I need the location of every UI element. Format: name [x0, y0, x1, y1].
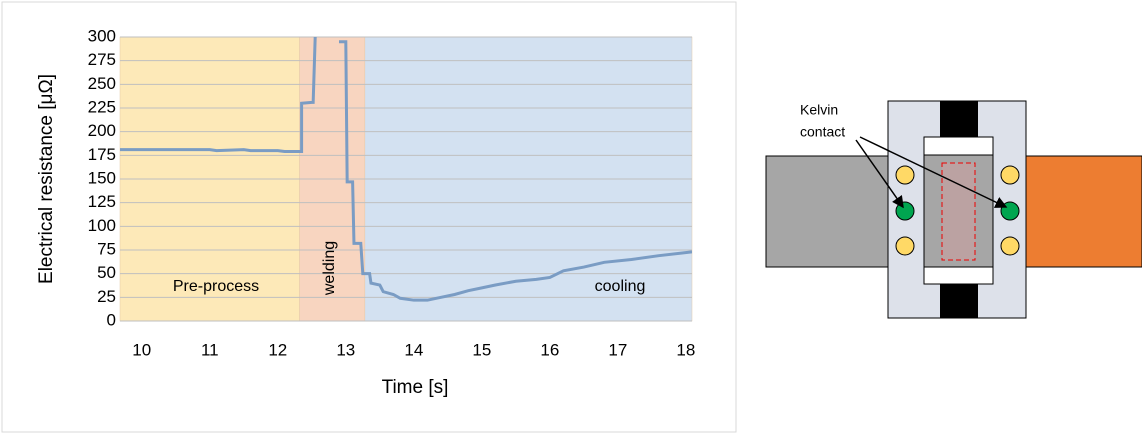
pin: [1000, 236, 1020, 256]
y-tick-label: 200: [88, 121, 116, 140]
y-tick-label: 75: [97, 239, 116, 258]
y-tick-label: 175: [88, 145, 116, 164]
region-label: welding: [321, 241, 338, 296]
weld-zone: [941, 162, 976, 261]
data-line: [120, 37, 692, 302]
kelvin-pin: [895, 201, 915, 221]
y-tick-label: 100: [88, 216, 116, 235]
x-tick-label: 16: [540, 340, 559, 359]
x-tick-label: 15: [472, 340, 491, 359]
x-tick-label: 18: [676, 340, 695, 359]
x-tick-label: 10: [132, 340, 151, 359]
region-label: Pre-process: [173, 278, 259, 295]
x-tick-label: 11: [201, 340, 219, 359]
x-tick-label: 14: [404, 340, 423, 359]
diagram: Kelvin contact: [765, 100, 1142, 319]
x-tick-label: 13: [336, 340, 355, 359]
y-tick-label: 275: [88, 50, 116, 69]
y-tick-label: 300: [88, 26, 116, 45]
left-bar: [765, 155, 891, 268]
region-label: cooling: [595, 278, 646, 295]
right-bar: [1023, 155, 1142, 268]
x-tick-label: 17: [608, 340, 627, 359]
y-tick-label: 150: [88, 168, 116, 187]
pin: [1000, 165, 1020, 185]
y-tick-label: 125: [88, 192, 116, 211]
arrow: [855, 139, 904, 209]
diagram-label: contact: [800, 124, 845, 140]
pin: [895, 165, 915, 185]
y-tick-label: 50: [97, 263, 116, 282]
x-tick-label: 12: [268, 340, 287, 359]
diagram-label: Kelvin: [800, 102, 838, 118]
pad-bottom: [923, 266, 994, 285]
y-tick-label: 250: [88, 74, 116, 93]
arrow: [859, 136, 1008, 208]
pad-top: [923, 136, 994, 156]
y-tick-label: 0: [107, 310, 116, 329]
pin: [895, 236, 915, 256]
x-axis-label: Time [s]: [382, 377, 449, 398]
chart: 0 25 50 75 100 125 150 175 200 225 250 275 300 10 11 12…: [88, 26, 696, 359]
kelvin-pin: [1000, 201, 1020, 221]
y-tick-label: 225: [88, 97, 116, 116]
electrode-top: [940, 101, 978, 137]
electrode-bottom: [940, 284, 978, 318]
y-axis-label: Electrical resistance [μΩ]: [36, 74, 57, 284]
y-tick-label: 25: [97, 287, 116, 306]
